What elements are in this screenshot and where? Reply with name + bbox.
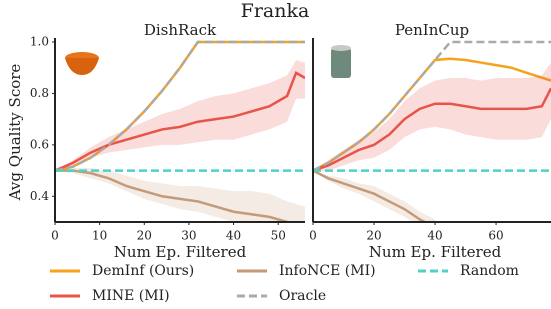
bowl-icon bbox=[65, 52, 99, 75]
x-tick-label: 0 bbox=[309, 229, 317, 243]
y-axis-label: Avg Quality Score bbox=[6, 64, 24, 202]
confidence-band bbox=[55, 168, 305, 235]
x-tick-label: 20 bbox=[366, 229, 381, 243]
y-tick-label: 0.8 bbox=[30, 86, 49, 100]
x-tick-label: 20 bbox=[137, 229, 152, 243]
subplot-title: PenInCup bbox=[395, 21, 469, 39]
legend-label: DemInf (Ours) bbox=[92, 263, 194, 279]
y-tick-label: 0.6 bbox=[30, 137, 49, 151]
x-tick-label: 40 bbox=[427, 229, 442, 243]
x-tick-label: 30 bbox=[181, 229, 196, 243]
x-tick-label: 0 bbox=[51, 229, 59, 243]
legend-label: MINE (MI) bbox=[92, 288, 170, 304]
cup-icon bbox=[331, 45, 351, 78]
figure-title: Franka bbox=[241, 0, 310, 22]
x-axis-label: Num Ep. Filtered bbox=[114, 243, 247, 261]
y-tick-label: 1.0 bbox=[30, 35, 49, 49]
plot-area bbox=[55, 42, 305, 235]
subplot-title: DishRack bbox=[144, 21, 217, 39]
confidence-band bbox=[55, 60, 305, 171]
legend-label: InfoNCE (MI) bbox=[279, 263, 376, 279]
x-tick-label: 60 bbox=[488, 229, 503, 243]
x-tick-label: 40 bbox=[226, 229, 241, 243]
legend-label: Random bbox=[460, 263, 519, 279]
x-tick-label: 10 bbox=[92, 229, 107, 243]
figure: Franka DishRack PenInCup Num Ep. Filtere… bbox=[0, 0, 551, 309]
x-axis-label: Num Ep. Filtered bbox=[369, 243, 502, 261]
legend-label: Oracle bbox=[279, 288, 326, 304]
y-tick-label: 0.4 bbox=[30, 189, 49, 203]
x-tick-label: 50 bbox=[271, 229, 286, 243]
